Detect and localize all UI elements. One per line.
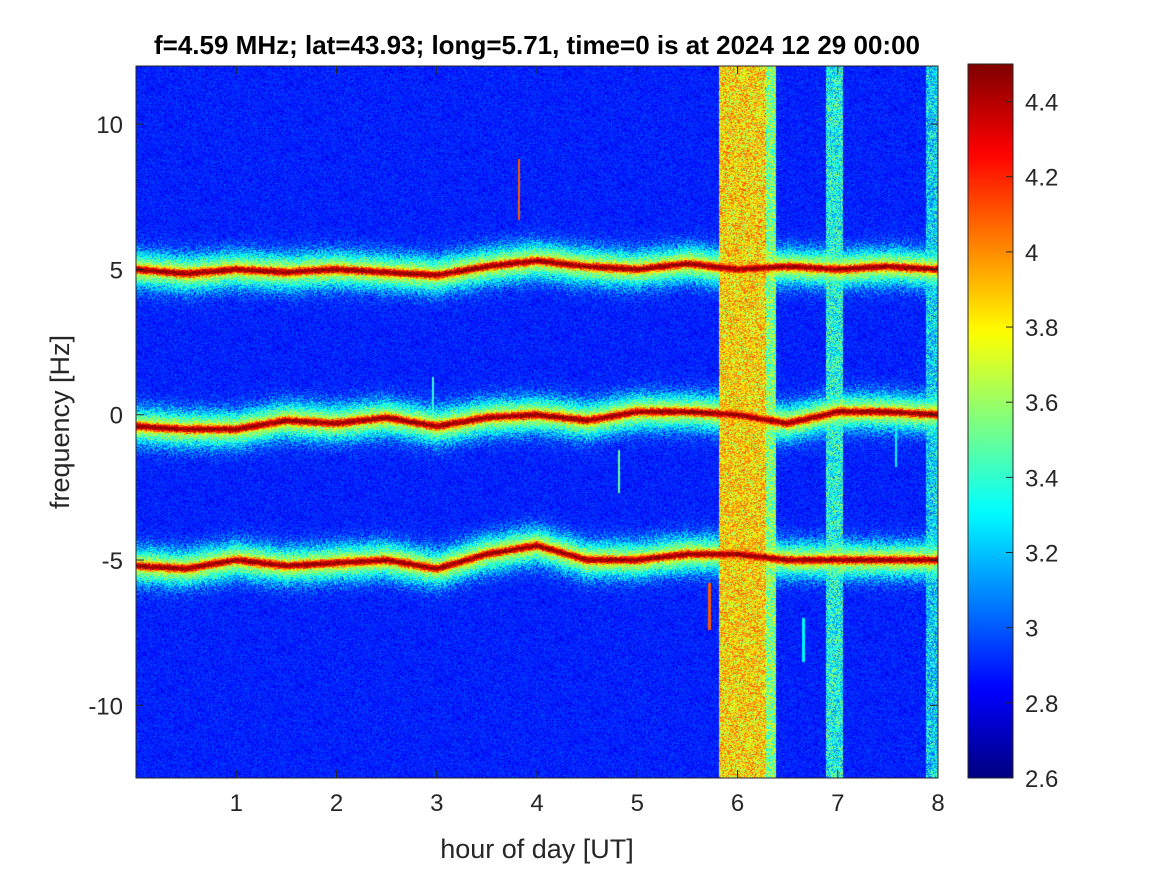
colorbar-tick-label: 3.8 (1025, 315, 1058, 342)
y-tick-label: 5 (110, 257, 123, 284)
colorbar-tick-label: 3.4 (1025, 465, 1058, 492)
colorbar-tick-label: 4.2 (1025, 165, 1058, 192)
y-axis-label: frequency [Hz] (45, 335, 75, 509)
colorbar-tick-label: 3 (1025, 616, 1038, 643)
y-tick-label: -10 (88, 693, 123, 720)
x-tick-label: 1 (230, 790, 243, 817)
x-tick-label: 6 (731, 790, 744, 817)
y-tick-label: 10 (96, 112, 123, 139)
x-tick-label: 2 (330, 790, 343, 817)
y-tick-label: 0 (110, 403, 123, 430)
chart-title: f=4.59 MHz; lat=43.93; long=5.71, time=0… (154, 30, 920, 60)
x-tick-label: 7 (831, 790, 844, 817)
y-axis-ticks: -10 -5 0 5 10 (88, 112, 938, 720)
colorbar-tick-label: 4.4 (1025, 90, 1058, 117)
spectrogram-image (136, 66, 938, 778)
colorbar-gradient (968, 64, 1013, 778)
colorbar-tick-label: 3.6 (1025, 390, 1058, 417)
colorbar-tick-label: 4 (1025, 240, 1038, 267)
colorbar-tick-label: 2.6 (1025, 766, 1058, 793)
colorbar-frame (967, 63, 1014, 779)
colorbar-tick-label: 2.8 (1025, 691, 1058, 718)
colorbar-ticks: 2.6 2.8 3 3.2 3.4 3.6 3.8 4 4.2 4.4 (1006, 90, 1058, 793)
x-axis-ticks: 1 2 3 4 5 6 7 8 (230, 66, 945, 817)
x-tick-label: 5 (631, 790, 644, 817)
y-tick-label: -5 (102, 548, 123, 575)
colorbar-tick-label: 3.2 (1025, 541, 1058, 568)
x-tick-label: 4 (530, 790, 543, 817)
x-tick-label: 8 (931, 790, 944, 817)
x-axis-label: hour of day [UT] (440, 834, 634, 864)
x-tick-label: 3 (430, 790, 443, 817)
colorbar: 2.6 2.8 3 3.2 3.4 3.6 3.8 4 4.2 4.4 (967, 63, 1058, 793)
heatmap-layer (135, 65, 939, 779)
